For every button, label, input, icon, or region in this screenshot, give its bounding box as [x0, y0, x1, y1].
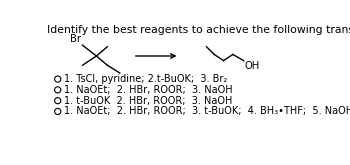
Text: Identify the best reagents to achieve the following transformation:: Identify the best reagents to achieve th…	[47, 25, 350, 35]
Text: 1. NaOEt;  2. HBr, ROOR;  3. t-BuOK;  4. BH₃•THF;  5. NaOH, H₂O₂: 1. NaOEt; 2. HBr, ROOR; 3. t-BuOK; 4. BH…	[64, 106, 350, 116]
Text: Br: Br	[70, 34, 81, 44]
Text: 1. NaOEt;  2. HBr, ROOR;  3. NaOH: 1. NaOEt; 2. HBr, ROOR; 3. NaOH	[64, 85, 232, 95]
Text: OH: OH	[244, 61, 260, 71]
Text: 1. t-BuOK  2. HBr, ROOR;  3. NaOH: 1. t-BuOK 2. HBr, ROOR; 3. NaOH	[64, 96, 232, 106]
Text: 1. TsCl, pyridine; 2.t-BuOK;  3. Br₂: 1. TsCl, pyridine; 2.t-BuOK; 3. Br₂	[64, 74, 227, 84]
